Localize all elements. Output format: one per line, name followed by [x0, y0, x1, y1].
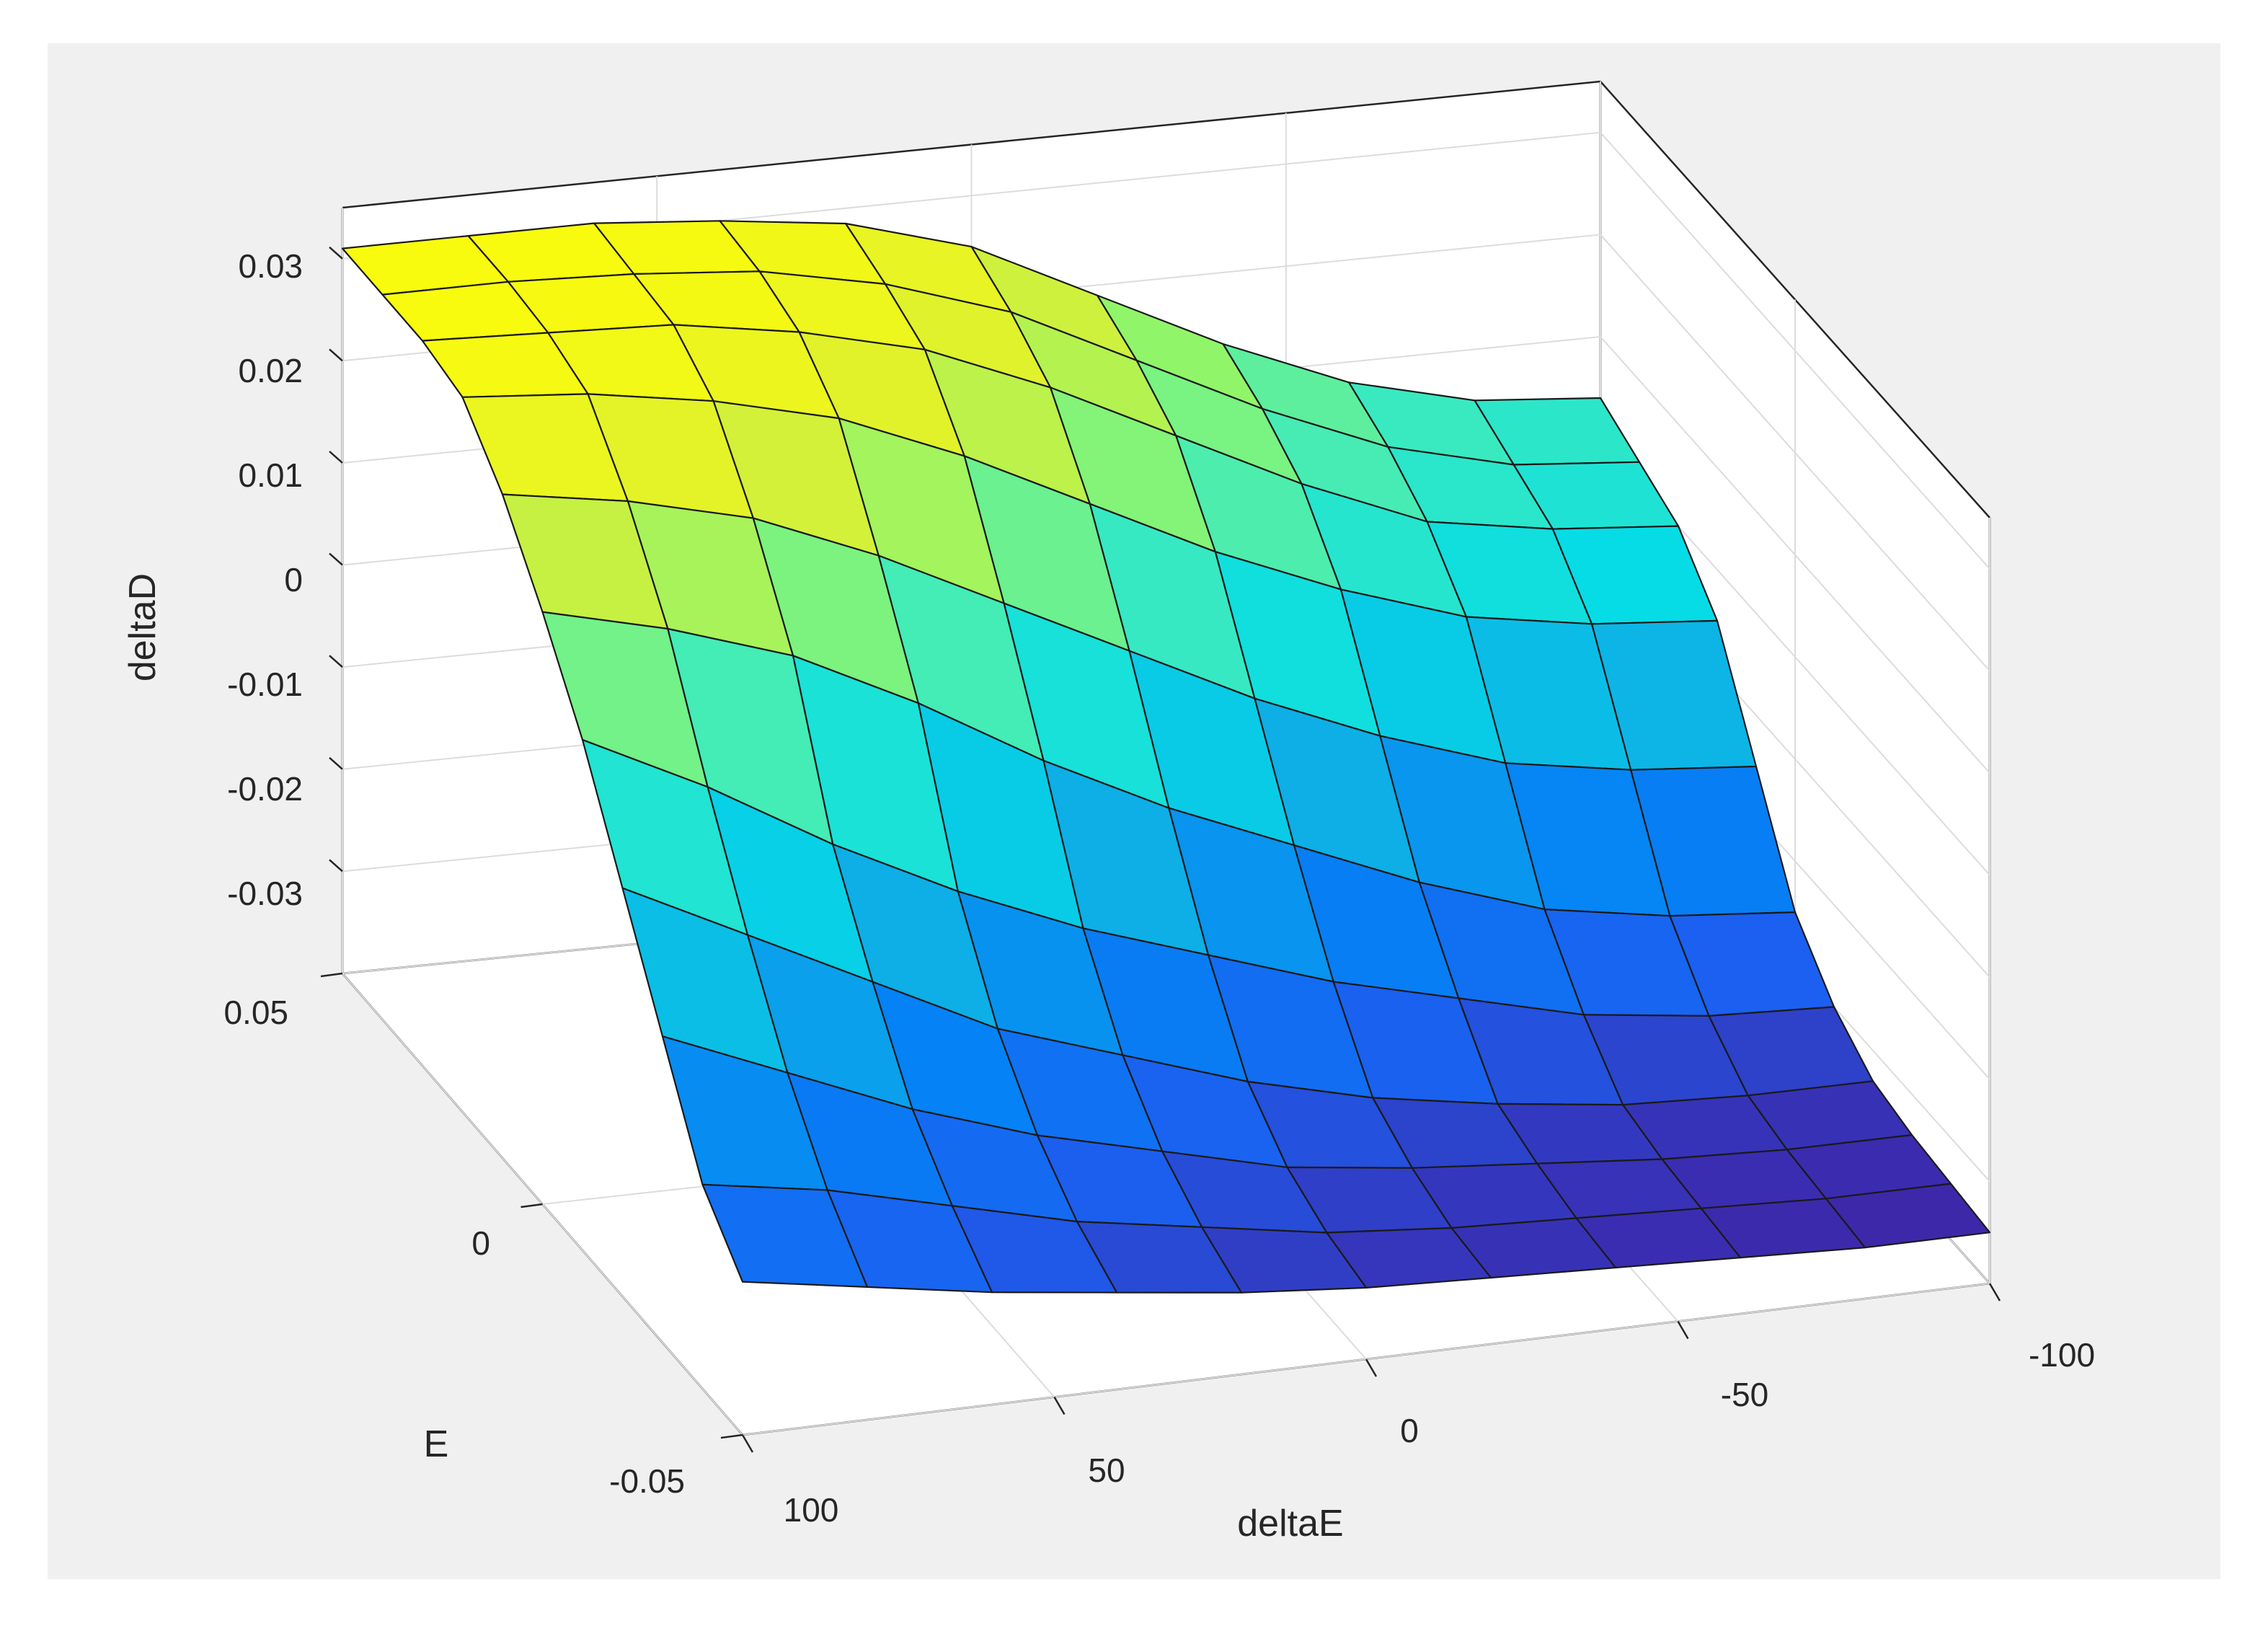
z-tick-mark [329, 246, 343, 260]
x-tick-mark [1053, 1396, 1066, 1415]
x-axis-label: deltaE [1237, 1503, 1343, 1545]
x-tick-label: -50 [1721, 1376, 1768, 1413]
x-tick-label: 50 [1088, 1452, 1125, 1489]
z-tick-mark [329, 348, 343, 362]
z-tick-mark [329, 859, 343, 872]
z-tick-label: 0.03 [238, 247, 303, 285]
z-tick-label: -0.03 [227, 875, 303, 912]
x-tick-label: -100 [2029, 1336, 2095, 1374]
z-tick-mark [329, 655, 343, 668]
surface-mesh [341, 220, 1991, 1294]
z-tick-label: 0.02 [238, 352, 303, 389]
y-tick-label: 0.05 [223, 994, 288, 1031]
x-tick-mark [741, 1434, 754, 1453]
x-tick-label: 100 [784, 1491, 839, 1529]
z-tick-mark [329, 451, 343, 464]
y-tick-mark [320, 972, 343, 978]
z-axis-label: deltaD [122, 573, 164, 681]
y-tick-label: 0 [471, 1224, 490, 1262]
z-tick-label: -0.01 [227, 666, 303, 703]
z-tick-label: -0.02 [227, 770, 303, 808]
x-tick-mark [1365, 1358, 1378, 1377]
z-tick-label: 0 [284, 561, 303, 598]
x-tick-label: 0 [1400, 1412, 1419, 1449]
surface-face [701, 1183, 869, 1289]
y-tick-mark [720, 1433, 743, 1439]
y-tick-mark [521, 1203, 543, 1209]
z-tick-mark [329, 756, 343, 770]
y-axis-label: E [424, 1423, 449, 1465]
z-tick-label: 0.01 [238, 456, 303, 494]
z-tick-mark [329, 552, 343, 566]
x-tick-mark [1677, 1320, 1689, 1340]
tick-marks [320, 246, 2001, 1453]
x-tick-mark [1988, 1283, 2001, 1302]
y-tick-label: -0.05 [609, 1462, 685, 1500]
